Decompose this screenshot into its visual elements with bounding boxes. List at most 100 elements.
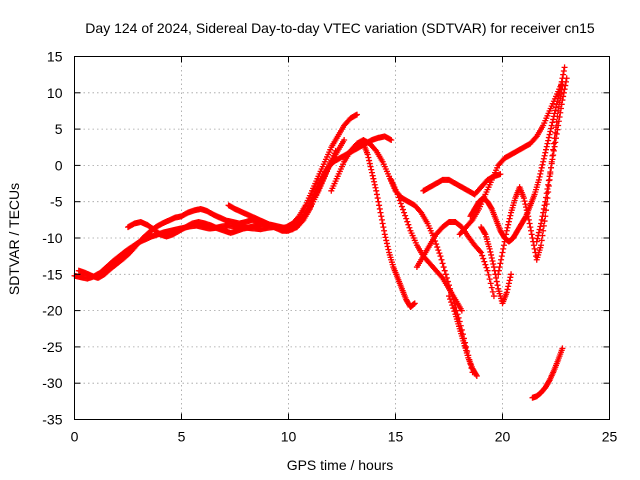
data-point xyxy=(500,242,507,249)
data-point xyxy=(371,181,378,188)
series-track-4 xyxy=(225,136,348,234)
data-point xyxy=(554,126,561,133)
data-point xyxy=(537,223,544,230)
data-point xyxy=(439,260,446,267)
data-point xyxy=(507,274,514,281)
data-point xyxy=(545,189,552,196)
data-point xyxy=(367,163,374,170)
data-point xyxy=(532,134,539,141)
data-point xyxy=(479,252,486,259)
data-point xyxy=(482,261,489,268)
data-point xyxy=(536,226,543,233)
data-point xyxy=(494,282,501,289)
data-point xyxy=(539,213,546,220)
data-point xyxy=(531,245,538,252)
data-point xyxy=(545,181,552,188)
data-point xyxy=(545,177,552,184)
data-point xyxy=(498,256,505,263)
data-point xyxy=(503,231,510,238)
data-point xyxy=(545,134,552,141)
series-track-9 xyxy=(413,219,497,300)
data-point xyxy=(542,198,549,205)
data-point xyxy=(378,216,385,223)
y-tick-label: -35 xyxy=(42,412,62,428)
y-tick-label: -10 xyxy=(42,230,62,246)
data-point xyxy=(540,158,547,165)
data-point xyxy=(505,280,512,287)
data-point xyxy=(388,136,395,143)
data-point xyxy=(549,156,556,163)
data-point xyxy=(353,111,360,118)
data-point xyxy=(541,152,548,159)
data-point xyxy=(498,253,505,260)
data-point xyxy=(493,278,500,285)
data-point xyxy=(491,267,498,274)
data-point xyxy=(487,280,494,287)
data-point xyxy=(396,197,403,204)
data-point xyxy=(562,78,569,85)
data-point xyxy=(505,221,512,228)
data-point xyxy=(490,293,497,300)
data-point xyxy=(451,308,458,315)
data-point xyxy=(497,260,504,267)
data-point xyxy=(437,253,444,260)
data-point xyxy=(450,305,457,312)
data-point xyxy=(503,289,510,296)
data-point xyxy=(537,170,544,177)
data-point xyxy=(368,169,375,176)
data-point xyxy=(394,191,401,198)
x-tick-label: 15 xyxy=(388,429,404,445)
data-point xyxy=(402,212,409,219)
data-point xyxy=(398,203,405,210)
data-point xyxy=(369,172,376,179)
data-point xyxy=(560,68,567,75)
data-point xyxy=(473,371,480,378)
y-tick-label: -30 xyxy=(42,375,62,391)
data-point xyxy=(486,276,493,283)
data-point xyxy=(504,224,511,231)
data-point xyxy=(383,237,390,244)
series-track-10 xyxy=(446,293,480,379)
data-point xyxy=(547,169,554,176)
data-point xyxy=(521,198,528,205)
data-point xyxy=(543,143,550,150)
data-point xyxy=(506,277,513,284)
data-point xyxy=(489,288,496,295)
data-point xyxy=(562,82,569,89)
data-point xyxy=(538,216,545,223)
data-point xyxy=(441,267,448,274)
data-point xyxy=(550,116,557,123)
data-point xyxy=(501,238,508,245)
data-point xyxy=(485,271,492,278)
data-point xyxy=(484,267,491,274)
data-point xyxy=(540,209,547,216)
data-point xyxy=(545,137,552,144)
data-point xyxy=(555,122,562,129)
data-point xyxy=(438,256,445,263)
data-point xyxy=(523,207,530,214)
y-tick-label: -15 xyxy=(42,266,62,282)
data-point xyxy=(372,184,379,191)
data-point xyxy=(403,215,410,222)
data-point xyxy=(560,93,567,100)
data-point xyxy=(489,257,496,264)
y-tick-label: 10 xyxy=(47,85,63,101)
data-point xyxy=(548,160,555,167)
data-point xyxy=(548,125,555,132)
x-tick-label: 10 xyxy=(281,429,297,445)
data-point xyxy=(548,164,555,171)
data-point xyxy=(373,191,380,198)
data-point xyxy=(477,248,484,255)
data-point xyxy=(488,204,495,211)
data-point xyxy=(378,213,385,220)
data-point xyxy=(507,212,514,219)
x-axis-label: GPS time / hours xyxy=(287,457,394,473)
data-point xyxy=(563,75,570,82)
data-point xyxy=(553,135,559,142)
data-point xyxy=(384,243,391,250)
data-point xyxy=(376,205,383,212)
data-point xyxy=(341,136,348,143)
data-point xyxy=(404,218,411,225)
data-point xyxy=(505,218,512,225)
